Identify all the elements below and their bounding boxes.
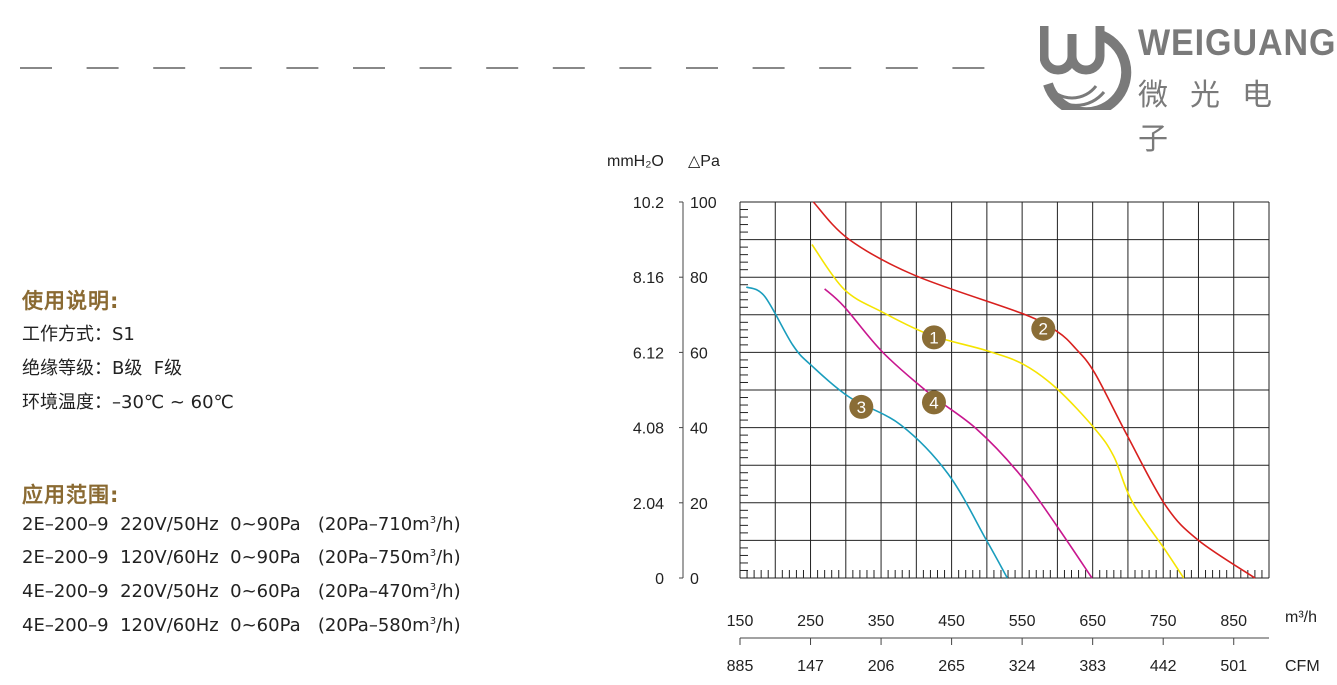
curve-label-badge	[921, 325, 946, 350]
x-tick-label-m3h: 550	[1009, 613, 1036, 630]
row-sup: 3	[429, 548, 437, 559]
x-tick-label-m3h: 650	[1079, 613, 1106, 630]
x-tick-label-cfm: 324	[1009, 658, 1036, 675]
y-tick-label-pa: 80	[690, 270, 708, 287]
y-tick-label-pa: 20	[690, 496, 708, 513]
x-axis-title-m3h: m³/h	[1285, 609, 1317, 626]
usage-line: 绝缘等级：B级 F级	[22, 358, 183, 379]
y-tick-label-pa: 100	[690, 195, 717, 212]
curve-label-text: 4	[929, 393, 938, 412]
application-heading: 应用范围:	[22, 483, 120, 507]
x-tick-label-m3h: 750	[1150, 613, 1177, 630]
curve-label-badge	[921, 390, 946, 415]
curve-2	[812, 201, 1256, 579]
y-axis-title-pa: △Pa	[688, 153, 720, 170]
y-axis-title-mmh2o: mmH₂O	[607, 153, 664, 170]
curve-label-text: 3	[857, 398, 866, 417]
y-tick-label-mmh2o: 8.16	[633, 270, 664, 287]
row-sup: 3	[429, 515, 437, 526]
row-tail: /h)	[436, 581, 461, 602]
y-tick-label-pa: 40	[690, 421, 708, 438]
application-row: 2E–200–9 120V/60Hz 0~90Pa (20Pa–750m3/h)	[22, 547, 461, 568]
row-text: 2E–200–9 220V/50Hz 0~90Pa (20Pa–710m	[22, 514, 430, 535]
application-row: 4E–200–9 220V/50Hz 0~60Pa (20Pa–470m3/h)	[22, 581, 461, 602]
row-tail: /h)	[436, 547, 461, 568]
row-text: 4E–200–9 220V/50Hz 0~60Pa (20Pa–470m	[22, 581, 430, 602]
x-tick-label-cfm: 147	[797, 658, 824, 675]
application-row: 4E–200–9 120V/60Hz 0~60Pa (20Pa–580m3/h)	[22, 615, 461, 636]
x-axis-title-cfm: CFM	[1285, 658, 1320, 675]
row-text: 2E–200–9 120V/60Hz 0~90Pa (20Pa–750m	[22, 547, 430, 568]
y-tick-label-mmh2o: 10.2	[633, 195, 664, 212]
usage-line: 环境温度：–30℃ ~ 60℃	[22, 392, 234, 413]
y-tick-label-pa: 60	[690, 345, 708, 362]
y-tick-label-mmh2o: 2.04	[633, 496, 664, 513]
curve-4	[824, 288, 1093, 579]
curve-3	[745, 286, 1009, 579]
logo-brand-en: WEIGUANG	[1138, 22, 1337, 63]
x-tick-label-m3h: 350	[868, 613, 895, 630]
curve-label-badge	[1031, 316, 1056, 341]
x-tick-label-cfm: 501	[1220, 658, 1247, 675]
curve-label-badge	[849, 394, 874, 419]
x-tick-label-m3h: 850	[1220, 613, 1247, 630]
x-tick-label-cfm: 265	[938, 658, 965, 675]
y-tick-label-mmh2o: 4.08	[633, 421, 664, 438]
curve-label-text: 1	[929, 328, 938, 347]
row-text: 4E–200–9 120V/60Hz 0~60Pa (20Pa–580m	[22, 615, 430, 636]
y-tick-label-pa: 0	[690, 571, 699, 588]
application-row: 2E–200–9 220V/50Hz 0~90Pa (20Pa–710m3/h)	[22, 514, 461, 535]
x-tick-label-cfm: 383	[1079, 658, 1106, 675]
row-sup: 3	[429, 616, 437, 627]
y-tick-label-mmh2o: 0	[655, 571, 664, 588]
logo-brand-cn: 微光电子	[1138, 78, 1294, 157]
x-tick-label-cfm: 442	[1150, 658, 1177, 675]
row-tail: /h)	[436, 615, 461, 636]
x-tick-label-m3h: 250	[797, 613, 824, 630]
logo-mark-icon	[1039, 26, 1132, 118]
row-tail: /h)	[436, 514, 461, 535]
weiguang-logo: WEIGUANG 微光电子	[1039, 20, 1335, 157]
usage-heading: 使用说明:	[22, 289, 120, 313]
row-sup: 3	[429, 582, 437, 593]
x-tick-label-cfm: 206	[868, 658, 895, 675]
curve-label-text: 2	[1039, 320, 1048, 339]
x-tick-label-cfm: 885	[727, 658, 754, 675]
x-tick-label-m3h: 450	[938, 613, 965, 630]
usage-line: 工作方式：S1	[22, 324, 135, 345]
curve-1	[811, 244, 1185, 579]
y-tick-label-mmh2o: 6.12	[633, 345, 664, 362]
x-tick-label-m3h: 150	[727, 613, 754, 630]
